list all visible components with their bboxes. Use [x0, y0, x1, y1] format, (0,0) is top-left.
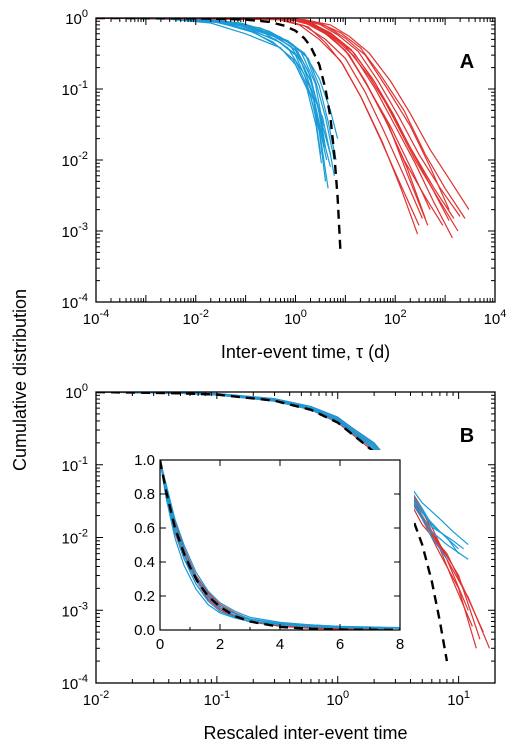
panel-a-y-tick-label: 10-2	[62, 150, 88, 170]
panel-b-y-tick-label: 10-1	[62, 455, 88, 475]
inset-y-tick-label: 0.0	[134, 622, 155, 639]
panel-b-y-tick-label: 10-2	[62, 528, 88, 548]
inset-series-blue-5	[160, 460, 400, 629]
panel-a-series-red-18	[96, 18, 450, 210]
panel-b-panel-label: B	[460, 425, 474, 447]
panel-b-x-tick-label: 100	[326, 689, 349, 709]
panel-a-x-axis-title: Inter-event time, τ (d)	[221, 342, 390, 362]
panel-a-y-tick-label: 10-1	[62, 79, 88, 99]
panel-a-series-red-27	[96, 18, 419, 235]
panel-a: 10-4 10-2 100 102 104 10-4 10-3 10-2 10-1 100 Inte…	[62, 8, 507, 362]
panel-a-series-blue-6	[96, 18, 325, 148]
panel-b-y-tick-label: 100	[65, 382, 88, 402]
panel-a-series-red-24	[96, 18, 420, 226]
panel-a-series-red-28	[96, 18, 450, 221]
panel-a-x-tick-label: 102	[384, 308, 407, 328]
panel-a-series-blue-12	[96, 18, 324, 127]
panel-a-fit-dashed-line	[96, 18, 342, 253]
panel-a-series-blue-8	[96, 18, 329, 189]
inset-y-tick-label: 1.0	[134, 452, 155, 469]
panel-a-series-red-22	[96, 18, 429, 226]
panel-b-x-tick-label: 10-2	[83, 689, 109, 709]
y-axis-title: Cumulative distribution	[10, 289, 30, 471]
panel-a-y-tick-label: 10-4	[62, 292, 88, 312]
panel-a-series-blue-10	[96, 18, 322, 164]
inset-series-group	[160, 460, 400, 630]
panel-a-series-blue-11	[96, 18, 337, 161]
panel-a-y-tick-label: 100	[65, 8, 88, 28]
inset-x-tick-label: 0	[156, 636, 164, 653]
panel-a-series-blue-13	[96, 18, 322, 155]
inset-fit-dashed-line	[160, 460, 400, 630]
panel-a-series-blue-1	[96, 18, 335, 176]
inset-x-tick-label: 6	[336, 636, 344, 653]
panel-b-inset: 0 2 4 6 8 0.0 0.2 0.4 0.6 0.8 1.0	[126, 450, 414, 658]
panel-a-x-tick-label: 10-4	[83, 308, 109, 328]
panel-b-y-tick-label: 10-3	[62, 600, 88, 620]
panel-a-x-tick-label: 10-2	[183, 308, 209, 328]
panel-b-x-axis-title: Rescaled inter-event time	[203, 723, 407, 743]
inset-x-tick-label: 8	[396, 636, 404, 653]
panel-b-x-tick-label: 10-1	[204, 689, 230, 709]
panel-a-series-red-17	[96, 18, 444, 226]
panel-b-series-blue-11	[96, 392, 460, 550]
panel-a-series-group	[96, 18, 470, 253]
panel-a-series-blue-3	[96, 18, 324, 139]
panel-a-series-red-26	[96, 18, 426, 219]
panel-a-series-red-19	[96, 18, 431, 210]
inset-y-tick-label: 0.2	[134, 588, 155, 605]
panel-a-y-tick-label: 10-3	[62, 221, 88, 241]
panel-a-series-red-25	[96, 18, 470, 210]
inset-x-tick-label: 4	[276, 636, 284, 653]
inset-x-tick-label: 2	[216, 636, 224, 653]
panel-b-y-tick-label: 10-4	[62, 673, 88, 693]
panel-a-series-blue-2	[96, 18, 328, 161]
inset-y-tick-label: 0.8	[134, 486, 155, 503]
panel-a-series-blue-9	[96, 18, 331, 155]
inset-y-tick-label: 0.6	[134, 520, 155, 537]
inset-y-tick-label: 0.4	[134, 554, 155, 571]
panel-a-series-blue-7	[96, 18, 335, 161]
panel-a-series-red-20	[96, 18, 423, 219]
panel-b-x-tick-label: 101	[447, 689, 470, 709]
panel-a-series-blue-0	[96, 18, 331, 168]
panel-a-panel-label: A	[460, 51, 474, 73]
panel-a-x-tick-label: 100	[284, 308, 307, 328]
inset-series-blue-6	[160, 460, 386, 630]
panel-a-x-tick-label: 104	[484, 308, 507, 328]
